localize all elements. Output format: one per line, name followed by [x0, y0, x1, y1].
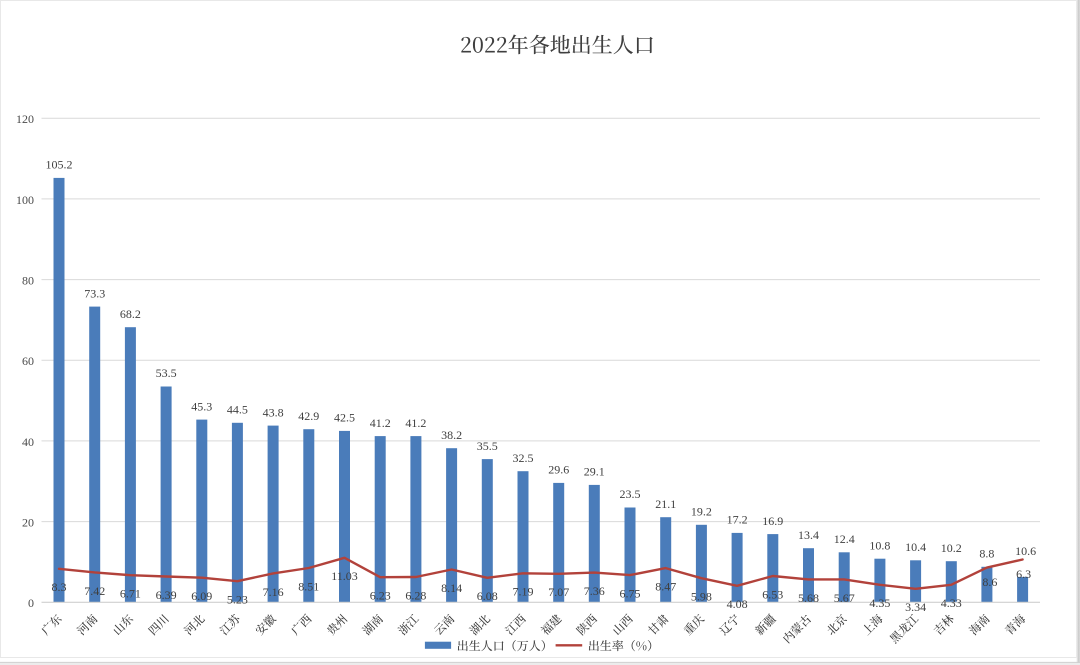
- svg-text:21.1: 21.1: [655, 497, 676, 511]
- svg-text:6.23: 6.23: [370, 589, 391, 603]
- svg-text:29.6: 29.6: [548, 463, 569, 477]
- svg-text:11.03: 11.03: [331, 569, 358, 583]
- svg-text:5.68: 5.68: [798, 591, 819, 605]
- svg-text:8.3: 8.3: [52, 580, 67, 594]
- svg-text:44.5: 44.5: [227, 403, 248, 417]
- svg-text:16.9: 16.9: [762, 514, 783, 528]
- svg-text:10.8: 10.8: [869, 538, 890, 552]
- svg-text:7.07: 7.07: [548, 585, 569, 599]
- svg-text:5.98: 5.98: [691, 590, 712, 604]
- svg-text:6.39: 6.39: [156, 588, 177, 602]
- svg-text:42.5: 42.5: [334, 411, 355, 425]
- svg-text:41.2: 41.2: [405, 416, 426, 430]
- svg-text:38.2: 38.2: [441, 428, 462, 442]
- svg-text:43.8: 43.8: [263, 405, 284, 419]
- svg-text:6.71: 6.71: [120, 587, 141, 601]
- svg-text:45.3: 45.3: [191, 399, 212, 413]
- svg-text:6.75: 6.75: [620, 587, 641, 601]
- svg-text:41.2: 41.2: [370, 416, 391, 430]
- svg-text:4.08: 4.08: [727, 597, 748, 611]
- svg-text:5.23: 5.23: [227, 593, 248, 607]
- svg-text:7.36: 7.36: [584, 584, 605, 598]
- svg-text:19.2: 19.2: [691, 505, 712, 519]
- svg-text:13.4: 13.4: [798, 528, 819, 542]
- svg-text:0: 0: [28, 596, 34, 610]
- svg-text:8.14: 8.14: [441, 581, 462, 595]
- svg-text:105.2: 105.2: [46, 158, 73, 172]
- svg-text:20: 20: [22, 516, 34, 530]
- svg-text:6.28: 6.28: [405, 588, 426, 602]
- svg-text:120: 120: [16, 112, 34, 126]
- svg-text:5.67: 5.67: [834, 591, 855, 605]
- svg-text:53.5: 53.5: [156, 366, 177, 380]
- svg-text:6.08: 6.08: [477, 589, 498, 603]
- svg-text:10.2: 10.2: [941, 541, 962, 555]
- svg-text:80: 80: [22, 274, 34, 288]
- svg-text:6.09: 6.09: [191, 589, 212, 603]
- svg-text:8.8: 8.8: [979, 547, 994, 561]
- svg-text:29.1: 29.1: [584, 465, 605, 479]
- svg-text:35.5: 35.5: [477, 439, 498, 453]
- svg-text:8.6: 8.6: [982, 575, 997, 589]
- svg-text:7.19: 7.19: [513, 585, 534, 599]
- svg-text:3.34: 3.34: [905, 600, 926, 614]
- svg-text:100: 100: [16, 193, 34, 207]
- svg-text:7.16: 7.16: [263, 585, 284, 599]
- svg-text:17.2: 17.2: [727, 513, 748, 527]
- svg-text:32.5: 32.5: [513, 451, 534, 465]
- svg-text:40: 40: [22, 435, 34, 449]
- svg-text:8.51: 8.51: [298, 579, 319, 593]
- svg-text:42.9: 42.9: [298, 409, 319, 423]
- svg-text:4.33: 4.33: [941, 596, 962, 610]
- svg-text:10.6: 10.6: [1015, 544, 1036, 558]
- svg-text:6.3: 6.3: [1016, 567, 1031, 581]
- svg-text:12.4: 12.4: [834, 532, 855, 546]
- svg-text:8.47: 8.47: [655, 580, 676, 594]
- svg-text:4.35: 4.35: [869, 596, 890, 610]
- svg-text:73.3: 73.3: [84, 286, 105, 300]
- svg-text:60: 60: [22, 354, 34, 368]
- svg-text:23.5: 23.5: [620, 487, 641, 501]
- svg-text:6.53: 6.53: [762, 587, 783, 601]
- svg-text:10.4: 10.4: [905, 540, 926, 554]
- svg-text:68.2: 68.2: [120, 307, 141, 321]
- svg-text:7.42: 7.42: [84, 584, 105, 598]
